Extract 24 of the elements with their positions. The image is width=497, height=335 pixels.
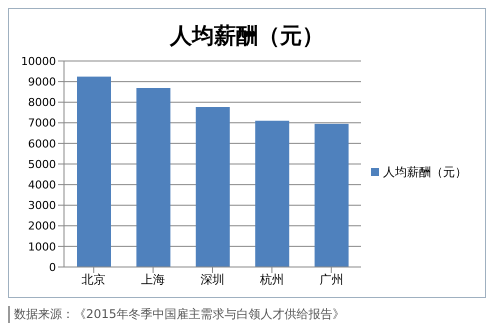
y-tick-label: 3000: [28, 199, 56, 212]
y-tick-label: 4000: [28, 178, 56, 192]
y-tick-label: 8000: [28, 96, 56, 110]
y-tick-label: 9000: [28, 76, 56, 89]
y-tick-label: 2000: [28, 220, 56, 233]
bar: [136, 88, 170, 267]
chart-title: 人均薪酬（元）: [168, 22, 325, 51]
y-tick-label: 1000: [28, 240, 56, 254]
source-note: 数据来源：《2015年冬季中国雇主需求与白领人才供给报告》: [8, 306, 489, 323]
bar: [77, 76, 111, 267]
y-tick-label: 10000: [21, 54, 56, 68]
x-tick-label: 杭州: [258, 272, 284, 287]
x-tick-label: 上海: [141, 272, 166, 287]
x-tick-label: 深圳: [200, 272, 224, 287]
legend-label: 人均薪酬（元）: [383, 164, 467, 178]
bar: [314, 124, 349, 267]
x-tick-label: 北京: [82, 272, 106, 287]
x-tick-label: 广州: [319, 272, 344, 287]
y-tick-label: 0: [49, 260, 56, 274]
y-tick-label: 7000: [28, 116, 56, 130]
y-tick-label: 5000: [28, 158, 56, 171]
bar: [196, 106, 230, 267]
bar: [255, 120, 290, 267]
y-tick-label: 6000: [28, 137, 56, 150]
